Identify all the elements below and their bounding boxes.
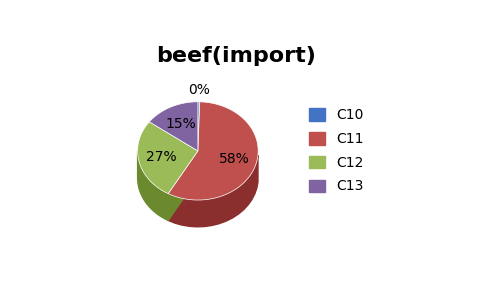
- Polygon shape: [198, 102, 200, 151]
- Polygon shape: [168, 155, 258, 227]
- Polygon shape: [168, 151, 198, 220]
- Text: 27%: 27%: [146, 150, 177, 164]
- Polygon shape: [149, 102, 198, 151]
- Legend: C10, C11, C12, C13: C10, C11, C12, C13: [303, 103, 370, 199]
- Polygon shape: [168, 151, 198, 220]
- Text: 58%: 58%: [218, 152, 249, 166]
- Polygon shape: [137, 151, 168, 220]
- Polygon shape: [137, 122, 198, 194]
- Text: 0%: 0%: [188, 83, 210, 97]
- Text: 15%: 15%: [166, 117, 196, 131]
- Polygon shape: [168, 102, 258, 200]
- Text: beef(import): beef(import): [156, 46, 316, 66]
